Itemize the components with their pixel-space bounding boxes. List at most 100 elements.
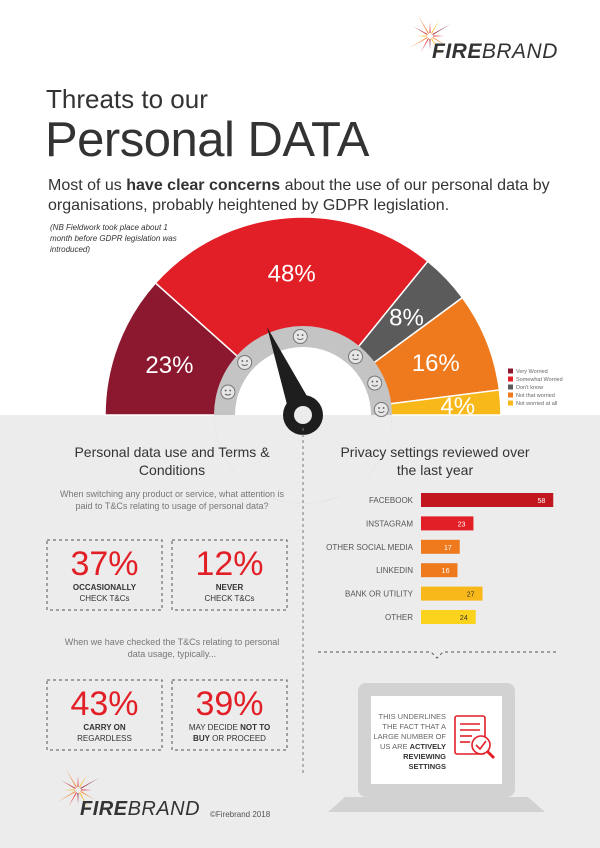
logo-fire: FIRE: [80, 798, 128, 820]
logo-ray: [418, 15, 429, 34]
legend-label: Not worried at all: [516, 401, 557, 407]
logo-ray: [432, 37, 447, 46]
logo-icon: [57, 769, 99, 811]
bar: [421, 586, 483, 601]
category-label: INSTAGRAM: [366, 519, 413, 528]
bar-chart: FACEBOOK 58 INSTAGRAM 23 OTHER SOCIAL MEDIA 1…: [326, 493, 554, 624]
face-eye: [241, 360, 244, 362]
logo: FIREBRAND: [432, 40, 558, 64]
value-label: 16: [442, 568, 450, 575]
stat-label: CHECK T&Cs: [79, 594, 130, 603]
face-eye: [382, 407, 385, 409]
logo-ray: [79, 773, 88, 788]
face-eye: [224, 389, 227, 392]
pie-slice: [154, 216, 429, 417]
legend-swatch: [508, 400, 513, 406]
face-eye: [301, 334, 304, 336]
divider: [318, 651, 556, 659]
category-label: LINKEDIN: [376, 566, 413, 575]
logo-ray: [80, 791, 95, 800]
face-eye: [378, 407, 380, 409]
laptop-base: [328, 797, 545, 812]
document-icon: [454, 715, 496, 760]
intro-text: Most of us: [48, 177, 127, 194]
logo-ray: [431, 38, 442, 57]
legend-label: Don't know: [516, 385, 543, 391]
face-eye: [352, 354, 355, 357]
needle-hub-inner: [294, 406, 312, 424]
stat-label: OCCASIONALLY: [72, 583, 137, 592]
face-eye: [356, 354, 359, 357]
logo-ray: [431, 19, 440, 34]
stat-label: MAY DECIDE: [188, 723, 241, 732]
intro-strong: have clear concerns: [126, 177, 281, 194]
face-eye: [376, 380, 378, 383]
face-icon: [237, 354, 253, 370]
stat-box: [46, 539, 163, 611]
logo-ray: [433, 35, 444, 37]
stat-box: [171, 679, 288, 751]
stat-value: 43%: [70, 685, 139, 723]
kicker: Threats to our: [46, 84, 208, 114]
gauge-faces: [220, 329, 389, 418]
logo: FIREBRAND: [80, 798, 200, 821]
stat-box: [171, 539, 288, 611]
logo-ray: [77, 793, 79, 804]
slice-label: 23%: [145, 352, 193, 379]
face-mouth: [371, 384, 378, 387]
value-label: 58: [537, 498, 545, 505]
logo-ray: [79, 792, 90, 811]
stat-label: REGARDLESS: [77, 734, 132, 743]
category-label: FACEBOOK: [369, 496, 414, 505]
face-eye: [246, 360, 248, 362]
logo-brand: BRAND: [127, 798, 201, 820]
legend-swatch: [508, 376, 513, 382]
callout-text: THIS UNDERLINES THE FACT THAT A LARGE NU…: [373, 712, 446, 751]
face-icon: [348, 349, 364, 365]
logo-ray: [416, 35, 427, 37]
category-label: OTHER SOCIAL MEDIA: [326, 543, 413, 552]
face-icon: [292, 329, 308, 345]
bar: [421, 563, 458, 578]
stat-label: OR PROCEED: [209, 734, 266, 743]
logo-ray: [68, 792, 77, 807]
stat-label: NEVER: [215, 583, 244, 592]
face-eye: [229, 389, 232, 392]
category-label: BANK OR UTILITY: [345, 590, 414, 599]
copyright: ©Firebrand 2018: [210, 810, 271, 819]
stat: 12% NEVER CHECK T&Cs: [172, 546, 287, 604]
bar: [421, 493, 554, 507]
section-title: Personal data use and Terms & Conditions: [74, 444, 270, 478]
stat-value: 39%: [195, 685, 264, 723]
stat-label: CARRY ON: [83, 723, 126, 732]
stat-label: CHECK T&Cs: [204, 594, 255, 603]
legend-label: Very Worried: [516, 369, 548, 375]
note: (NB Fieldwork took place about 1 month b…: [50, 223, 177, 254]
callout: THIS UNDERLINES THE FACT THAT A LARGE NU…: [372, 712, 446, 772]
legend-swatch: [508, 392, 513, 398]
main-title: Personal DATA: [45, 113, 369, 167]
bar: [421, 516, 474, 531]
face-mouth: [224, 393, 232, 396]
face-eye: [297, 334, 299, 336]
slice-label: 4%: [440, 393, 475, 420]
stat: 37% OCCASIONALLY CHECK T&Cs: [47, 546, 162, 604]
face-icon: [220, 384, 236, 400]
slice-label: 16%: [412, 350, 460, 377]
callout-strong: ACTIVELY REVIEWING SETTINGS: [403, 742, 446, 771]
slice-label: 8%: [389, 304, 424, 331]
bar: [421, 610, 476, 624]
logo-icon: [409, 15, 451, 57]
logo-ray: [80, 778, 99, 789]
stat: 39% MAY DECIDE NOT TO BUY OR PROCEED: [172, 686, 287, 744]
logo-ray: [66, 769, 77, 788]
value-label: 23: [458, 521, 466, 528]
stat-box: [46, 679, 163, 751]
logo-ray: [420, 38, 429, 53]
legend-swatch: [508, 384, 513, 390]
face-mouth: [241, 364, 248, 366]
question: When we have checked the T&Cs relating t…: [64, 637, 280, 659]
value-label: 27: [467, 592, 475, 599]
